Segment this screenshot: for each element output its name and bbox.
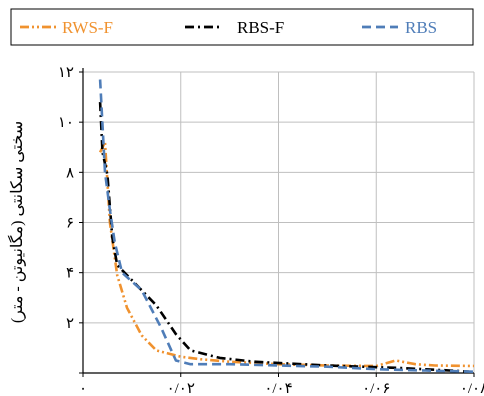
x-tick-label: ۰/۰۲ <box>167 381 195 396</box>
y-tick-label: ۱۰ <box>58 115 74 131</box>
series-line-rws-f <box>98 140 475 368</box>
y-tick-label: ۶ <box>66 216 74 232</box>
series-layer <box>98 79 475 373</box>
y-tick-labels: ۲ ۴ ۶ ۸ ۱۰ ۱۲ <box>58 65 74 332</box>
legend-items: RWS-F RBS-F RBS <box>20 18 437 37</box>
x-tick-label: ۰/۰۴ <box>264 381 292 396</box>
plot-area: ۰ ۰/۰۲ ۰/۰۴ ۰/۰۶ ۰/۰۸ ۲ ۴ ۶ ۸ ۱۰ ۱۲ <box>58 65 484 396</box>
legend-label-rbs-f: RBS-F <box>237 18 284 37</box>
x-tick-labels: ۰ ۰/۰۲ ۰/۰۴ ۰/۰۶ ۰/۰۸ <box>79 381 484 396</box>
y-tick-label: ۲ <box>66 316 74 332</box>
x-tick-label: ۰/۰۸ <box>460 381 484 396</box>
legend-label-rws-f: RWS-F <box>62 18 113 37</box>
series-line-rbs-f <box>98 102 470 373</box>
y-tick-label: ۴ <box>66 266 74 282</box>
series-line-rbs <box>98 79 475 373</box>
legend-label-rbs: RBS <box>405 18 437 37</box>
grid-lines <box>83 71 475 373</box>
x-tick-label: ۰ <box>79 381 87 396</box>
y-tick-label: ۸ <box>66 165 74 181</box>
y-axis-label: سختی سکانتی (مگانیوتن - متر) <box>7 121 26 323</box>
x-tick-label: ۰/۰۶ <box>362 381 390 396</box>
legend: RWS-F RBS-F RBS <box>10 8 474 46</box>
axes <box>79 68 475 377</box>
y-tick-label: ۱۲ <box>58 65 74 81</box>
